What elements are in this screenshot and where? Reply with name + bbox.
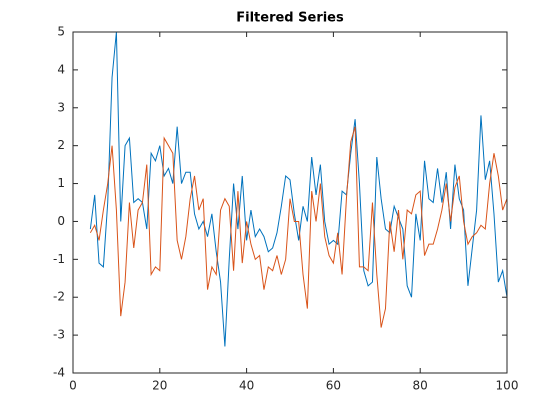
x-tick-label: 60	[326, 379, 341, 393]
y-tick-label: -4	[53, 366, 65, 380]
axes-box	[72, 31, 508, 374]
y-tick-label: 5	[57, 25, 65, 39]
y-tick-label: 3	[57, 100, 65, 114]
x-tick-label: 100	[496, 379, 519, 393]
data-line	[89, 126, 508, 328]
y-tick-label: -2	[53, 290, 65, 304]
y-tick-label: 0	[57, 214, 65, 228]
x-tick-label: 20	[152, 379, 167, 393]
y-tick-label: -1	[53, 252, 65, 266]
y-tick-label: 4	[57, 62, 65, 76]
x-tick-label: 80	[413, 379, 428, 393]
y-tick-label: 2	[57, 138, 65, 152]
y-tick-label: -3	[53, 328, 65, 342]
data-line	[89, 31, 508, 347]
x-tick-label: 0	[69, 379, 77, 393]
x-tick-label: 40	[239, 379, 254, 393]
y-tick-label: 1	[57, 176, 65, 190]
chart-title: Filtered Series	[236, 11, 344, 26]
